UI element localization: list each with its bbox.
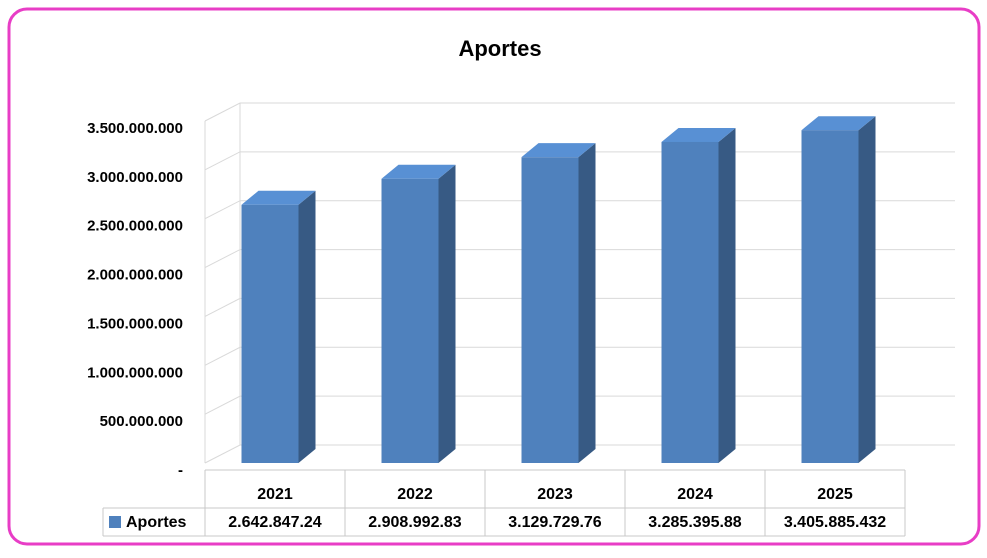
- x-tick-label: 2024: [677, 486, 713, 503]
- y-tick-label: 2.000.000.000: [87, 267, 183, 284]
- bar-side: [298, 190, 316, 463]
- bar-top: [801, 116, 876, 131]
- y-tick-label: 1.000.000.000: [87, 364, 183, 381]
- data-label: 3.285.395.88: [648, 514, 742, 531]
- x-tick-label: 2021: [257, 486, 293, 503]
- bar-side: [578, 143, 596, 463]
- y-tick-label: 3.500.000.000: [87, 120, 183, 137]
- y-tick-label: -: [178, 462, 183, 479]
- bar-side: [858, 116, 876, 463]
- y-tick-label: 3.000.000.000: [87, 169, 183, 186]
- bar: [521, 157, 579, 463]
- x-tick-label: 2023: [537, 486, 573, 503]
- y-tick-label: 500.000.000: [100, 413, 183, 430]
- data-label: 3.129.729.76: [508, 514, 602, 531]
- bar-top: [661, 127, 736, 142]
- data-label: 2.642.847.24: [228, 514, 322, 531]
- bar: [241, 204, 299, 463]
- grid-line: [204, 102, 955, 122]
- bar-side: [718, 127, 736, 464]
- bar-top: [521, 143, 596, 158]
- bar: [661, 141, 719, 463]
- x-tick-label: 2022: [397, 486, 433, 503]
- bar-top: [241, 190, 316, 205]
- bar: [801, 130, 859, 463]
- y-tick-label: 2.500.000.000: [87, 218, 183, 235]
- chart-title: Aportes: [458, 36, 541, 61]
- data-label: 2.908.992.83: [368, 514, 462, 531]
- legend-swatch: [109, 516, 121, 528]
- legend-label: Aportes: [126, 514, 187, 531]
- y-tick-label: 1.500.000.000: [87, 315, 183, 332]
- bar: [381, 178, 439, 463]
- x-tick-label: 2025: [817, 486, 853, 503]
- data-label: 3.405.885.432: [784, 514, 886, 531]
- bar-top: [381, 164, 456, 179]
- bar-side: [438, 164, 456, 463]
